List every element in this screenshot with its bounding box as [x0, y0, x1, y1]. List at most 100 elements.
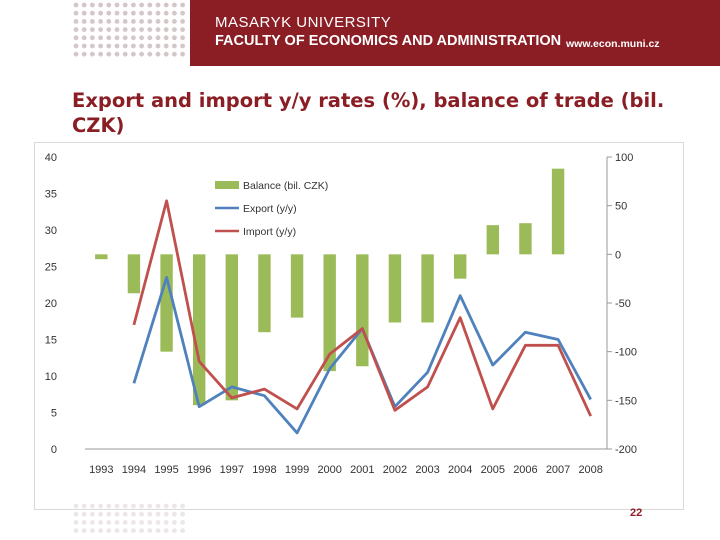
pattern-dot — [81, 511, 87, 517]
pattern-dot — [155, 2, 161, 8]
pattern-dot — [147, 27, 153, 32]
y-left-tick-label: 0 — [51, 444, 57, 456]
pattern-dot — [163, 10, 169, 16]
pattern-dot — [81, 19, 87, 24]
pattern-dot — [98, 2, 103, 8]
pattern-dot — [98, 511, 103, 517]
pattern-dot — [172, 10, 177, 16]
pattern-dot — [81, 35, 87, 41]
pattern-dot — [147, 511, 153, 517]
y-right-tick-label: 100 — [615, 152, 633, 164]
pattern-dot — [98, 503, 103, 509]
pattern-dot — [139, 10, 145, 16]
slide-title: Export and import y/y rates (%), balance… — [72, 88, 712, 138]
pattern-dot — [147, 51, 153, 57]
pattern-dot — [122, 511, 128, 517]
university-name: MASARYK UNIVERSITY — [215, 14, 392, 31]
balance-bar — [519, 223, 532, 255]
pattern-dot — [139, 520, 145, 525]
pattern-dot — [98, 528, 103, 533]
pattern-dot — [139, 2, 145, 8]
x-tick-label: 2002 — [383, 464, 407, 476]
x-tick-label: 1993 — [89, 464, 113, 476]
pattern-dot — [106, 10, 112, 16]
balance-bar — [551, 168, 565, 255]
pattern-dot — [172, 520, 177, 525]
x-tick-label: 2008 — [578, 464, 602, 476]
y-right-tick-label: -150 — [615, 395, 637, 407]
pattern-dot — [172, 35, 177, 41]
pattern-dot — [81, 51, 87, 57]
pattern-dot — [131, 35, 136, 41]
pattern-dot — [122, 2, 128, 8]
pattern-dot — [114, 35, 120, 41]
pattern-dot — [98, 10, 103, 16]
legend-label: Balance (bil. CZK) — [243, 180, 328, 192]
pattern-dot — [131, 27, 136, 32]
balance-bar — [323, 254, 336, 372]
pattern-dot — [147, 10, 153, 16]
pattern-dot — [98, 19, 103, 24]
website-link[interactable]: www.econ.muni.cz — [566, 38, 660, 50]
pattern-dot — [106, 35, 112, 41]
pattern-dot — [172, 503, 177, 509]
pattern-dot — [163, 503, 169, 509]
pattern-dot — [155, 511, 161, 517]
pattern-dot — [90, 19, 95, 24]
y-right-tick-label: 50 — [615, 201, 627, 213]
pattern-dot — [106, 2, 112, 8]
pattern-dot — [73, 51, 79, 57]
pattern-dot — [155, 43, 161, 49]
pattern-dot — [106, 520, 112, 525]
pattern-dot — [139, 43, 145, 49]
pattern-dot — [90, 35, 95, 41]
pattern-dot — [147, 520, 153, 525]
pattern-dot — [98, 51, 103, 57]
pattern-dot — [131, 2, 136, 8]
pattern-dot — [180, 35, 186, 41]
pattern-dot — [73, 43, 79, 49]
pattern-dot — [147, 528, 153, 533]
pattern-dot — [106, 19, 112, 24]
decorative-dot-pattern — [73, 503, 186, 533]
balance-bar — [421, 254, 434, 323]
y-right-tick-label: -50 — [615, 298, 631, 310]
pattern-dot — [139, 511, 145, 517]
balance-bar — [453, 254, 467, 279]
pattern-dot — [81, 503, 87, 509]
pattern-dot — [114, 27, 120, 32]
x-tick-label: 1995 — [154, 464, 178, 476]
balance-bar — [486, 225, 500, 255]
balance-bar — [258, 254, 271, 333]
pattern-dot — [122, 528, 128, 533]
pattern-dot — [180, 43, 186, 49]
pattern-dot — [180, 19, 186, 24]
pattern-dot — [180, 2, 186, 8]
pattern-dot — [155, 27, 161, 32]
pattern-dot — [172, 528, 177, 533]
pattern-dot — [131, 511, 136, 517]
pattern-dot — [139, 35, 145, 41]
pattern-dot — [114, 19, 120, 24]
pattern-dot — [114, 2, 120, 8]
pattern-dot — [73, 503, 79, 509]
pattern-dot — [98, 43, 103, 49]
pattern-dot — [81, 27, 87, 32]
slide-title-line2: CZK) — [72, 114, 125, 137]
pattern-dot — [98, 520, 103, 525]
pattern-dot — [163, 528, 169, 533]
pattern-dot — [122, 35, 128, 41]
pattern-dot — [114, 10, 120, 16]
legend-label: Import (y/y) — [243, 226, 296, 238]
pattern-dot — [163, 43, 169, 49]
y-right-tick-label: 0 — [615, 249, 621, 261]
pattern-dot — [180, 528, 186, 533]
pattern-dot — [131, 520, 136, 525]
pattern-dot — [81, 520, 87, 525]
pattern-dot — [114, 51, 120, 57]
pattern-dot — [73, 528, 79, 533]
pattern-dot — [139, 27, 145, 32]
pattern-dot — [147, 35, 153, 41]
pattern-dot — [73, 2, 79, 8]
pattern-dot — [131, 51, 136, 57]
